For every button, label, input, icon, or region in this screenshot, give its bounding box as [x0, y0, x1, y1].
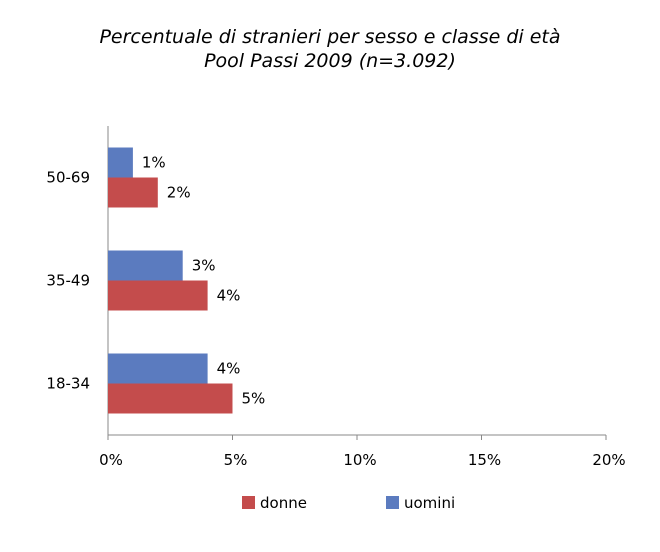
category-label: 50-69 — [46, 169, 90, 187]
chart-title: Percentuale di stranieri per sesso e cla… — [99, 26, 561, 48]
data-label-uomini-18-34: 4% — [217, 360, 241, 378]
x-tick-label: 15% — [468, 451, 501, 469]
category-labels: 50-69 35-49 18-34 — [46, 169, 90, 393]
category-label: 35-49 — [46, 272, 90, 290]
x-axis-ticks: 0% 5% 10% 15% 20% — [99, 435, 626, 469]
x-tick-label: 5% — [224, 451, 248, 469]
data-label-donne-18-34: 5% — [242, 390, 266, 408]
x-tick-label: 10% — [343, 451, 376, 469]
data-label-uomini-50-69: 1% — [142, 154, 166, 172]
bars: 1%2%3%4%4%5% — [108, 147, 266, 414]
legend-swatch-donne — [242, 496, 255, 509]
legend-label-uomini: uomini — [404, 494, 456, 512]
bar-uomini-35-49 — [108, 250, 183, 281]
bar-uomini-18-34 — [108, 353, 208, 384]
bar-donne-35-49 — [108, 280, 208, 311]
category-label: 18-34 — [46, 375, 90, 393]
legend-item-uomini: uomini — [386, 494, 455, 512]
bar-donne-18-34 — [108, 383, 233, 414]
legend-swatch-uomini — [386, 496, 399, 509]
bar-uomini-50-69 — [108, 147, 133, 178]
x-tick-label: 0% — [99, 451, 123, 469]
legend-item-donne: donne — [242, 494, 307, 512]
x-tick-label: 20% — [592, 451, 625, 469]
bar-donne-50-69 — [108, 177, 158, 208]
data-label-donne-50-69: 2% — [167, 184, 191, 202]
data-label-donne-35-49: 4% — [217, 287, 241, 305]
data-label-uomini-35-49: 3% — [192, 257, 216, 275]
chart-subtitle: Pool Passi 2009 (n=3.092) — [204, 50, 456, 72]
legend-label-donne: donne — [260, 494, 307, 512]
